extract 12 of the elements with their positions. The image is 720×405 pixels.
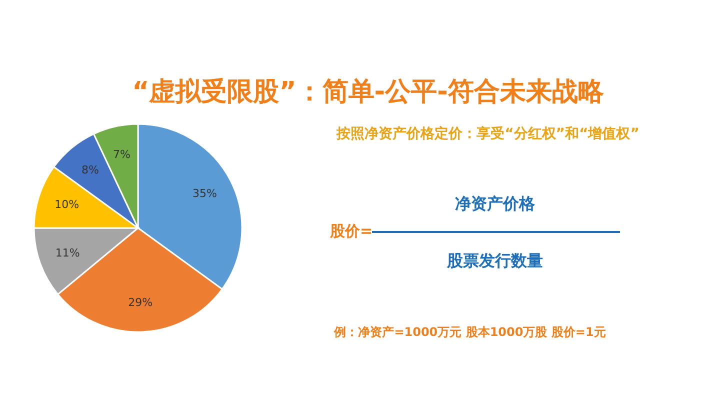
text: 股价= <box>329 222 373 240</box>
text: 按照净资产价格定价：享受“分红权”和“增值权” <box>336 125 640 142</box>
data-label: 35% <box>192 187 217 200</box>
text: “虚拟受限股”：简单-公平-符合未来战略 <box>132 77 604 107</box>
data-label: 10% <box>54 198 80 211</box>
data-label: 7% <box>112 148 130 161</box>
text: 例：净资产=1000万元 股本1000万股 股价=1元 <box>333 325 606 339</box>
text: 净资产价格 <box>455 194 536 213</box>
data-label: 11% <box>55 246 80 260</box>
data-label: 29% <box>128 296 153 309</box>
data-label: 8% <box>82 163 99 176</box>
text: 股票发行数量 <box>446 251 543 270</box>
